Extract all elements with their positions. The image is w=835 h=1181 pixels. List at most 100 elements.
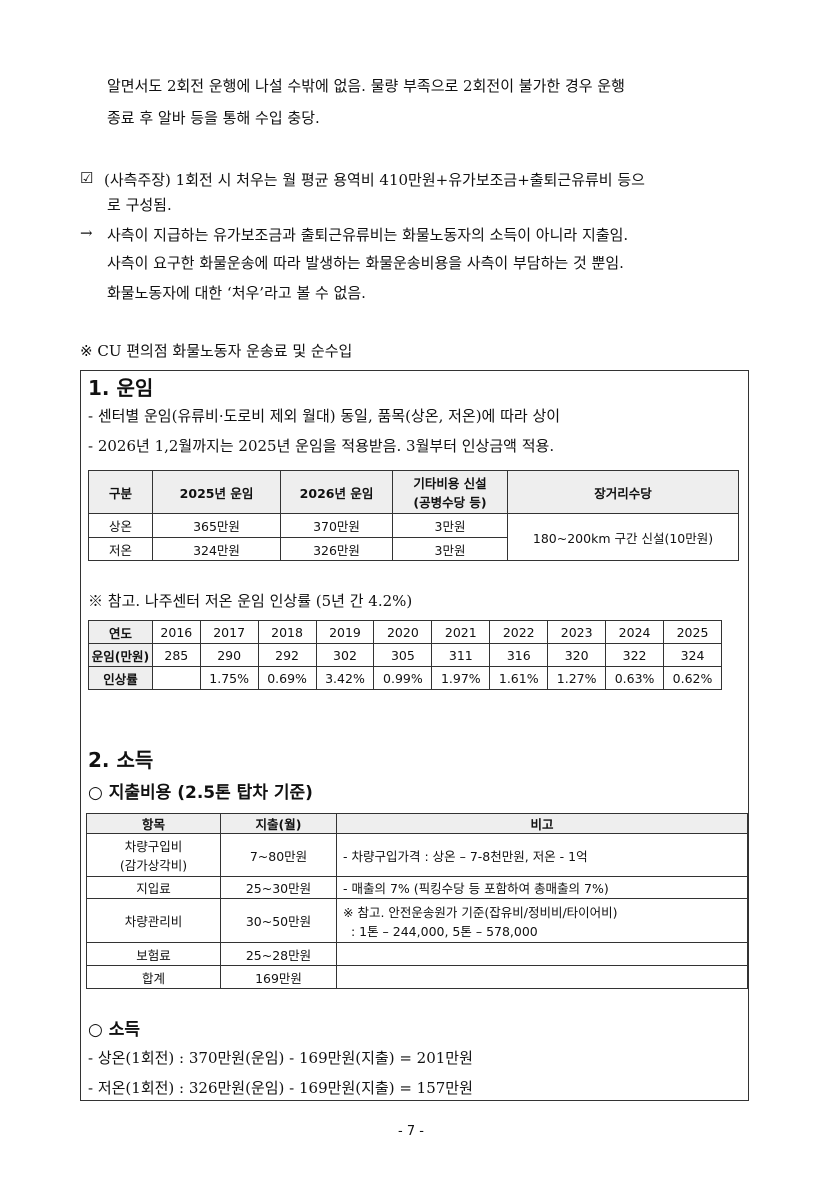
sec1-bullet-2: - 2026년 1,2월까지는 2025년 운임을 적용받음. 3월부터 인상금… <box>88 437 555 455</box>
th-category: 구분 <box>88 470 153 514</box>
cell: 169만원 <box>220 965 337 989</box>
checkbox-icon: ☑ <box>80 169 94 187</box>
section-2-title: 2. 소득 <box>88 748 154 772</box>
cell: 25~28만원 <box>220 942 337 966</box>
cell: 보험료 <box>86 942 221 966</box>
cell: 차량구입비 (감가상각비) <box>86 833 221 877</box>
cell-text: 보험료 <box>136 947 171 963</box>
rebut-line-2: 사측이 요구한 화물운송에 따라 발생하는 화물운송비용을 사측이 부담하는 것… <box>107 254 624 272</box>
cell-text: 25~28만원 <box>245 947 312 963</box>
claim-line-1: (사측주장) 1회전 시 처우는 월 평균 용역비 410만원+유가보조금+출퇴… <box>104 171 645 189</box>
table-row: 인상률 1.75% 0.69% 3.42% 0.99% 1.97% 1.61% 1.27% 0.… <box>88 666 722 690</box>
intro-line-2: 종료 후 알바 등을 통해 수입 충당. <box>107 109 320 127</box>
cell: 326만원 <box>280 537 393 561</box>
cell: 285 <box>152 643 201 667</box>
table-row: 저온 324만원 326만원 3만원 <box>88 537 739 561</box>
cell: 1.75% <box>199 666 259 690</box>
cell: 2018 <box>257 620 317 644</box>
cell: 0.99% <box>373 666 433 690</box>
cell-text: - 매출의 7% (픽킹수당 등 포함하여 총매출의 7%) <box>343 881 609 896</box>
cell: 365만원 <box>152 513 281 538</box>
cell: 290 <box>199 643 259 667</box>
cell <box>336 942 748 966</box>
table-row: 상온 365만원 370만원 3만원 180~200km 구간 신설(10만원) <box>88 513 739 561</box>
cell: - 매출의 7% (픽킹수당 등 포함하여 총매출의 7%) <box>336 876 748 899</box>
th-2025: 2025년 운임 <box>152 470 281 514</box>
column-header: 비고 <box>336 813 748 834</box>
table-row: 운임(만원) 285 290 292 302 305 311 316 320 322 324 <box>88 643 722 667</box>
cell: 311 <box>431 643 491 667</box>
cu-note: ※ CU 편의점 화물노동자 운송료 및 순수입 <box>80 342 353 360</box>
cell: 322 <box>605 643 665 667</box>
cell: 2021 <box>431 620 491 644</box>
column-header: 항목 <box>86 813 221 834</box>
cell-text: 7~80만원 <box>249 848 308 864</box>
cell: 상온 <box>88 513 153 538</box>
table-row: 차량관리비 30~50만원 ※ 참고. 안전운송원가 기준(잡유비/정비비/타이어비… <box>86 898 748 943</box>
cell: 25~30만원 <box>220 876 337 899</box>
cell-text: - 차량구입가격 : 상온 – 7-8천만원, 저온 - 1억 <box>343 848 588 864</box>
intro-line-1: 알면서도 2회전 운행에 나설 수밖에 없음. 물량 부족으로 2회전이 불가한… <box>107 77 625 95</box>
cell: 3만원 <box>392 513 508 538</box>
table-row: 연도 2016 2017 2018 2019 2020 2021 2022 2023 2024 20… <box>88 620 722 644</box>
cell: 370만원 <box>280 513 393 538</box>
cell <box>152 666 201 690</box>
claim-line-2: 로 구성됨. <box>107 196 172 214</box>
cell-text: (감가상각비) <box>119 858 188 873</box>
cell: 316 <box>489 643 549 667</box>
cell: 2024 <box>605 620 665 644</box>
rebut-line-3: 화물노동자에 대한 ‘처우’라고 볼 수 없음. <box>107 284 366 302</box>
ref-note: ※ 참고. 나주센터 저온 운임 인상률 (5년 간 4.2%) <box>88 592 413 610</box>
row-label: 연도 <box>88 620 153 644</box>
cell-text: 합계 <box>141 970 165 986</box>
cell: 30~50만원 <box>220 898 337 943</box>
cell: 320 <box>547 643 607 667</box>
income-line-room-temp: - 상온(1회전) : 370만원(운임) - 169만원(지출) = 201만… <box>88 1049 473 1067</box>
cell: 2023 <box>547 620 607 644</box>
table-row: 합계 169만원 <box>86 965 748 989</box>
header-row: 항목 지출(월) 비고 <box>86 813 748 834</box>
cell: 합계 <box>86 965 221 989</box>
cell: 302 <box>315 643 375 667</box>
th-other: 기타비용 신설 (공병수당 등) <box>392 470 508 514</box>
table-row: 차량구입비 (감가상각비) 7~80만원 - 차량구입가격 : 상온 – 7-8천만원… <box>86 833 748 877</box>
cell: 305 <box>373 643 433 667</box>
cell: 1.61% <box>489 666 549 690</box>
cell-text: 30~50만원 <box>245 914 312 929</box>
row-label: 인상률 <box>88 666 153 690</box>
cell: 2017 <box>199 620 259 644</box>
cell: ※ 참고. 안전운송원가 기준(잡유비/정비비/타이어비) : 1톤 – 244… <box>336 898 748 943</box>
ref-rate-table: 연도 2016 2017 2018 2019 2020 2021 2022 2023 2024 20… <box>88 620 722 690</box>
cell: 7~80만원 <box>220 833 337 877</box>
cell: 3만원 <box>392 537 508 561</box>
cell-text: 차량구입비 <box>124 839 183 854</box>
cell: 2019 <box>315 620 375 644</box>
cell: 324 <box>663 643 722 667</box>
cell-text: 169만원 <box>255 970 302 986</box>
cell: 2016 <box>152 620 201 644</box>
arrow-icon: → <box>80 224 93 242</box>
expense-title: ○ 지출비용 (2.5톤 탑차 기준) <box>88 783 313 803</box>
cell: 지입료 <box>86 876 221 899</box>
table-row: 지입료 25~30만원 - 매출의 7% (픽킹수당 등 포함하여 총매출의 7%) <box>86 876 748 899</box>
cell: 292 <box>257 643 317 667</box>
income-title: ○ 소득 <box>88 1020 141 1040</box>
long-distance-cell: 180~200km 구간 신설(10만원) <box>507 513 739 561</box>
row-label: 운임(만원) <box>88 643 153 667</box>
cell: 0.62% <box>663 666 722 690</box>
cell: 1.27% <box>547 666 607 690</box>
cell: 2022 <box>489 620 549 644</box>
cell-text: 차량관리비 <box>124 914 183 929</box>
cell: 2025 <box>663 620 722 644</box>
fare-table: 구분 2025년 운임 2026년 운임 기타비용 신설 (공병수당 등) 장거리… <box>88 470 739 561</box>
cell <box>336 965 748 989</box>
cell: 324만원 <box>152 537 281 561</box>
cell-text: ※ 참고. 안전운송원가 기준(잡유비/정비비/타이어비) <box>343 904 618 920</box>
page-number: - 7 - <box>398 1124 424 1139</box>
column-header: 지출(월) <box>220 813 337 834</box>
cell: 1.97% <box>431 666 491 690</box>
section-1-title: 1. 운임 <box>88 376 154 400</box>
cell: 0.63% <box>605 666 665 690</box>
th-2026: 2026년 운임 <box>280 470 393 514</box>
